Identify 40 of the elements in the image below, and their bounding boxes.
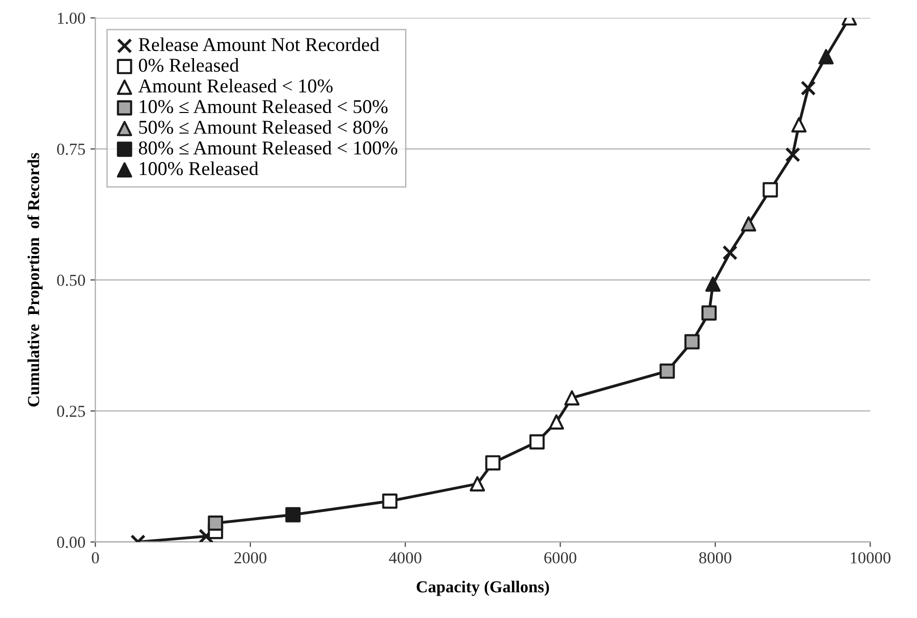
point bbox=[382, 493, 398, 509]
y-tick-label: 0.25 bbox=[57, 406, 85, 417]
point bbox=[818, 49, 834, 64]
y-tick-label: 0.00 bbox=[57, 536, 86, 548]
point bbox=[529, 434, 545, 450]
point bbox=[208, 515, 224, 531]
point bbox=[705, 276, 721, 292]
point bbox=[740, 216, 756, 232]
point bbox=[548, 414, 564, 430]
y-tick-label: 1.00 bbox=[58, 12, 86, 24]
legend-label: Amount Released < 10% bbox=[138, 78, 333, 93]
y-tick-label: 0.75 bbox=[57, 144, 85, 155]
point bbox=[762, 182, 778, 198]
point bbox=[791, 117, 807, 132]
point bbox=[660, 364, 675, 379]
x-tick-label: 8000 bbox=[699, 552, 732, 564]
point bbox=[485, 455, 501, 470]
x-tick-label: 10000 bbox=[850, 552, 890, 564]
x-axis-title: Capacity (Gallons) bbox=[416, 580, 549, 596]
legend-label: 10% ≤ Amount Released < 50% bbox=[140, 99, 388, 114]
point bbox=[684, 334, 700, 350]
legend-label: 50% ≤ Amount Released < 80% bbox=[139, 120, 388, 134]
point bbox=[470, 476, 486, 492]
legend-label: 0% Released bbox=[138, 58, 239, 72]
legend-label: Release Amount Not Recorded bbox=[138, 37, 380, 52]
x-tick-label: 2000 bbox=[234, 552, 266, 564]
legend-label: 100% Released bbox=[140, 162, 258, 176]
point bbox=[785, 147, 800, 162]
y-tick-label: 0.50 bbox=[57, 274, 86, 286]
point bbox=[564, 390, 580, 406]
legend-label: 80% ≤ Amount Released < 100% bbox=[138, 140, 398, 155]
point bbox=[701, 305, 717, 321]
y-axis-title: Cumulative Proportion of Records bbox=[27, 152, 43, 407]
x-tick-label: 6000 bbox=[544, 552, 576, 564]
point bbox=[800, 80, 816, 96]
point bbox=[285, 507, 301, 522]
x-tick-label: 4000 bbox=[388, 552, 422, 564]
point bbox=[198, 528, 214, 542]
x-tick-label: 0 bbox=[92, 552, 99, 564]
point bbox=[722, 245, 738, 260]
